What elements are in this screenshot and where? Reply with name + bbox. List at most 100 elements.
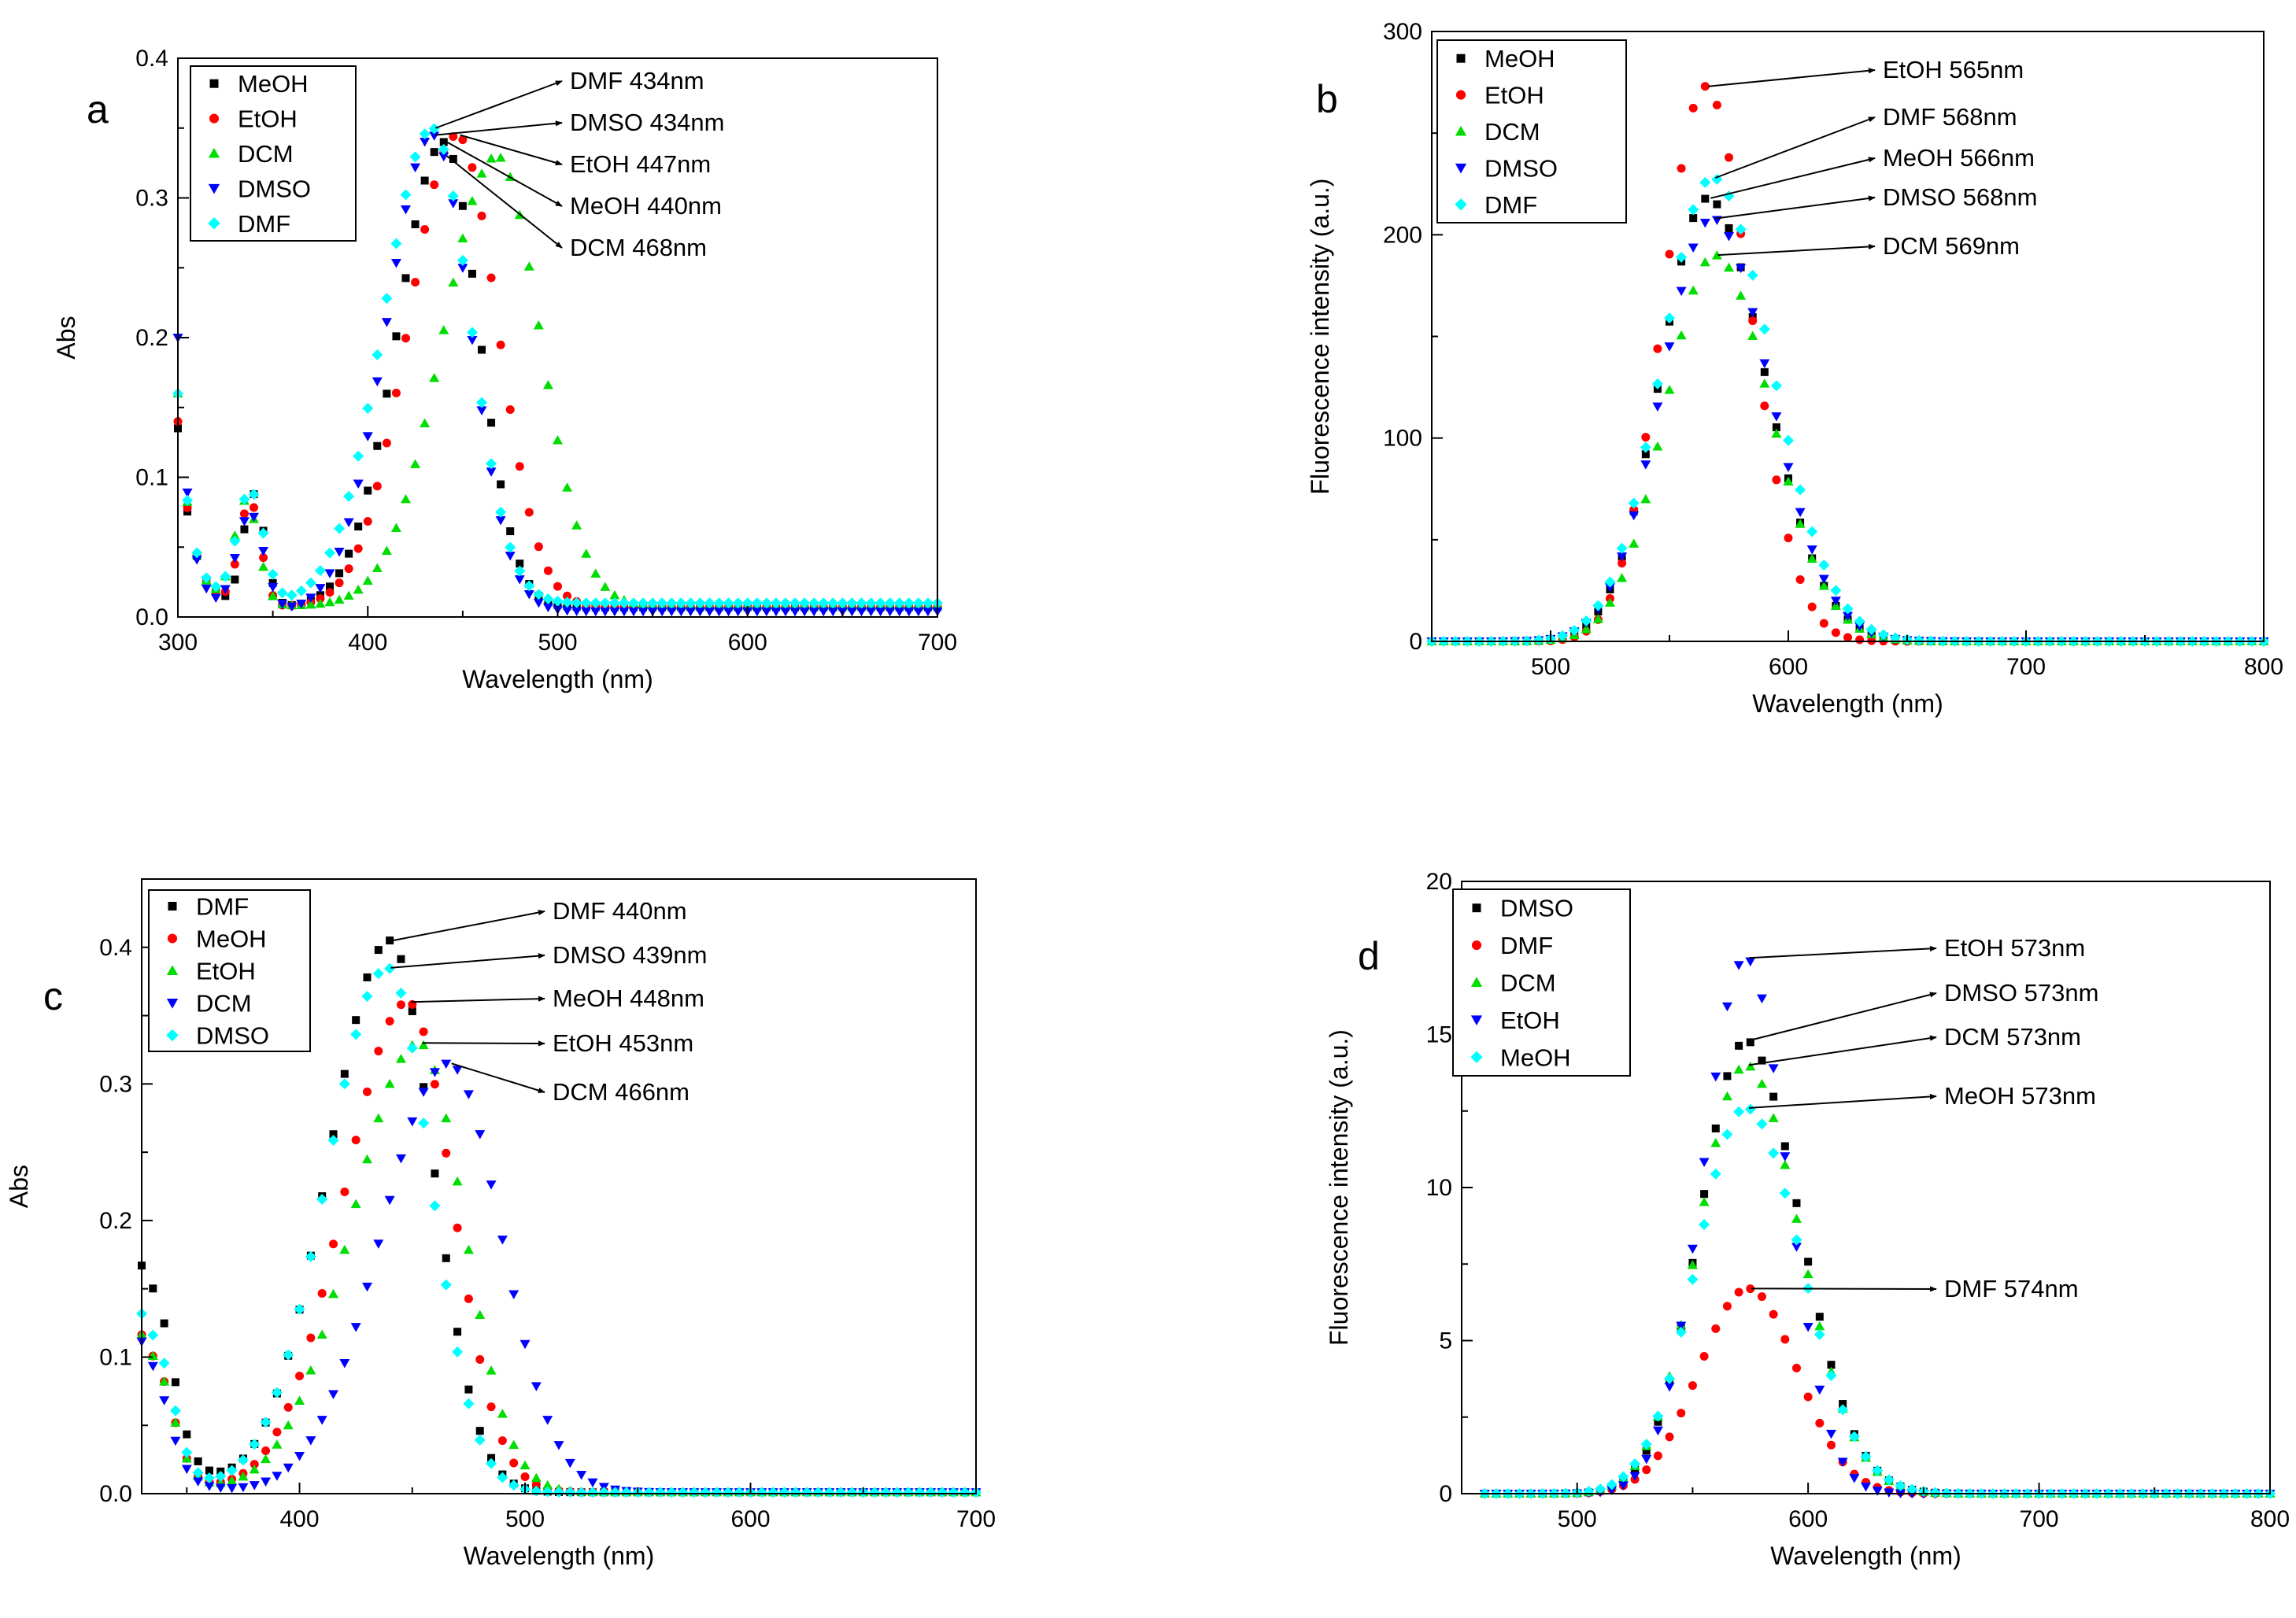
legend-marker [1455,198,1467,211]
data-point [411,220,420,229]
annotation-arrow [1717,243,1876,257]
data-point [1629,1458,1641,1470]
x-tick-label: 500 [1531,654,1570,680]
data-point [1825,1370,1837,1382]
data-point [1736,264,1747,274]
annotation-label: MeOH 448nm [553,984,704,1012]
data-point [580,597,592,609]
data-point [519,1339,531,1350]
data-point [893,597,905,609]
data-point [666,1487,678,1498]
data-point [732,597,744,609]
data-point [453,1328,462,1336]
data-point [894,607,905,617]
data-point [505,541,516,553]
data-point [1760,401,1769,411]
data-point [409,151,421,163]
data-point [553,1441,564,1450]
data-point [922,597,934,609]
data-point [1653,344,1662,353]
data-point [182,488,193,498]
data-point [880,1487,892,1498]
data-point [1687,1260,1698,1269]
data-point [372,563,383,572]
data-point [1592,614,1603,623]
data-point [385,1017,394,1026]
data-point [875,607,886,617]
data-point [666,597,678,609]
data-point [441,1059,452,1069]
data-point [1842,603,1854,615]
data-point [340,1069,349,1078]
data-point [1533,634,1544,646]
data-point [869,1487,881,1498]
data-point [542,1486,553,1498]
annotation-arrow [460,134,563,166]
data-point [675,607,686,617]
data-point [390,238,402,249]
data-point [818,597,830,609]
annotations: DMF 440nm DMSO 439nm MeOH 448nm EtOH 453nm D… [390,897,707,1106]
data-point [542,603,553,613]
data-point [181,1453,192,1463]
data-point [1712,101,1721,110]
data-point [475,1354,485,1364]
data-point [329,1239,338,1249]
data-point [277,600,288,609]
data-point [181,1446,193,1458]
data-point [486,273,496,283]
data-point [1733,961,1744,970]
legend-marker [1456,54,1466,63]
annotation-arrow [446,141,563,207]
data-point [1795,574,1805,584]
data-point [760,597,772,609]
data-point [1733,1064,1744,1074]
data-point [390,258,401,268]
data-point [619,607,630,617]
legend: DMSO DMF DCM EtOH MeOH [1452,888,1631,1077]
data-point [543,566,553,575]
data-point [1771,412,1782,422]
data-point [271,1387,283,1398]
data-point [846,1487,858,1498]
data-point [515,462,524,471]
data-point [1827,1361,1836,1369]
data-point [1780,1159,1791,1169]
legend-marker [167,933,178,944]
data-point [620,1487,632,1498]
data-point [315,584,326,593]
data-point [296,599,307,609]
legend-entry: DCM [1484,118,1540,146]
data-point [159,1396,170,1406]
data-point [372,968,384,980]
x-tick-label: 400 [348,630,387,656]
data-point [1883,1474,1895,1486]
annotation-arrow [1710,157,1876,199]
x-tick-label: 500 [538,630,577,656]
data-point [1783,476,1794,486]
data-point [361,1282,372,1292]
panel-b: 500 600 700 800 0 100 200 300 Wavelength (nm) Flu… [1306,19,2283,718]
legend-entry: EtOH [1484,82,1544,109]
data-point [305,577,316,589]
data-point [1665,249,1674,259]
y-tick-label: 200 [1383,222,1422,248]
data-point [1676,251,1688,263]
data-point [1687,1244,1698,1254]
data-point [1825,1429,1836,1439]
data-point [571,520,582,530]
data-point [226,1465,238,1476]
data-point [1641,450,1650,459]
data-point [384,962,396,974]
data-point [638,607,649,617]
data-point [643,1487,655,1498]
data-point [438,325,449,334]
data-point [1606,1479,1618,1491]
data-point [374,946,383,955]
legend-marker [1470,1015,1483,1026]
data-point [519,1460,531,1470]
data-point [1581,624,1592,634]
data-point [294,1395,305,1405]
data-point [268,578,277,587]
